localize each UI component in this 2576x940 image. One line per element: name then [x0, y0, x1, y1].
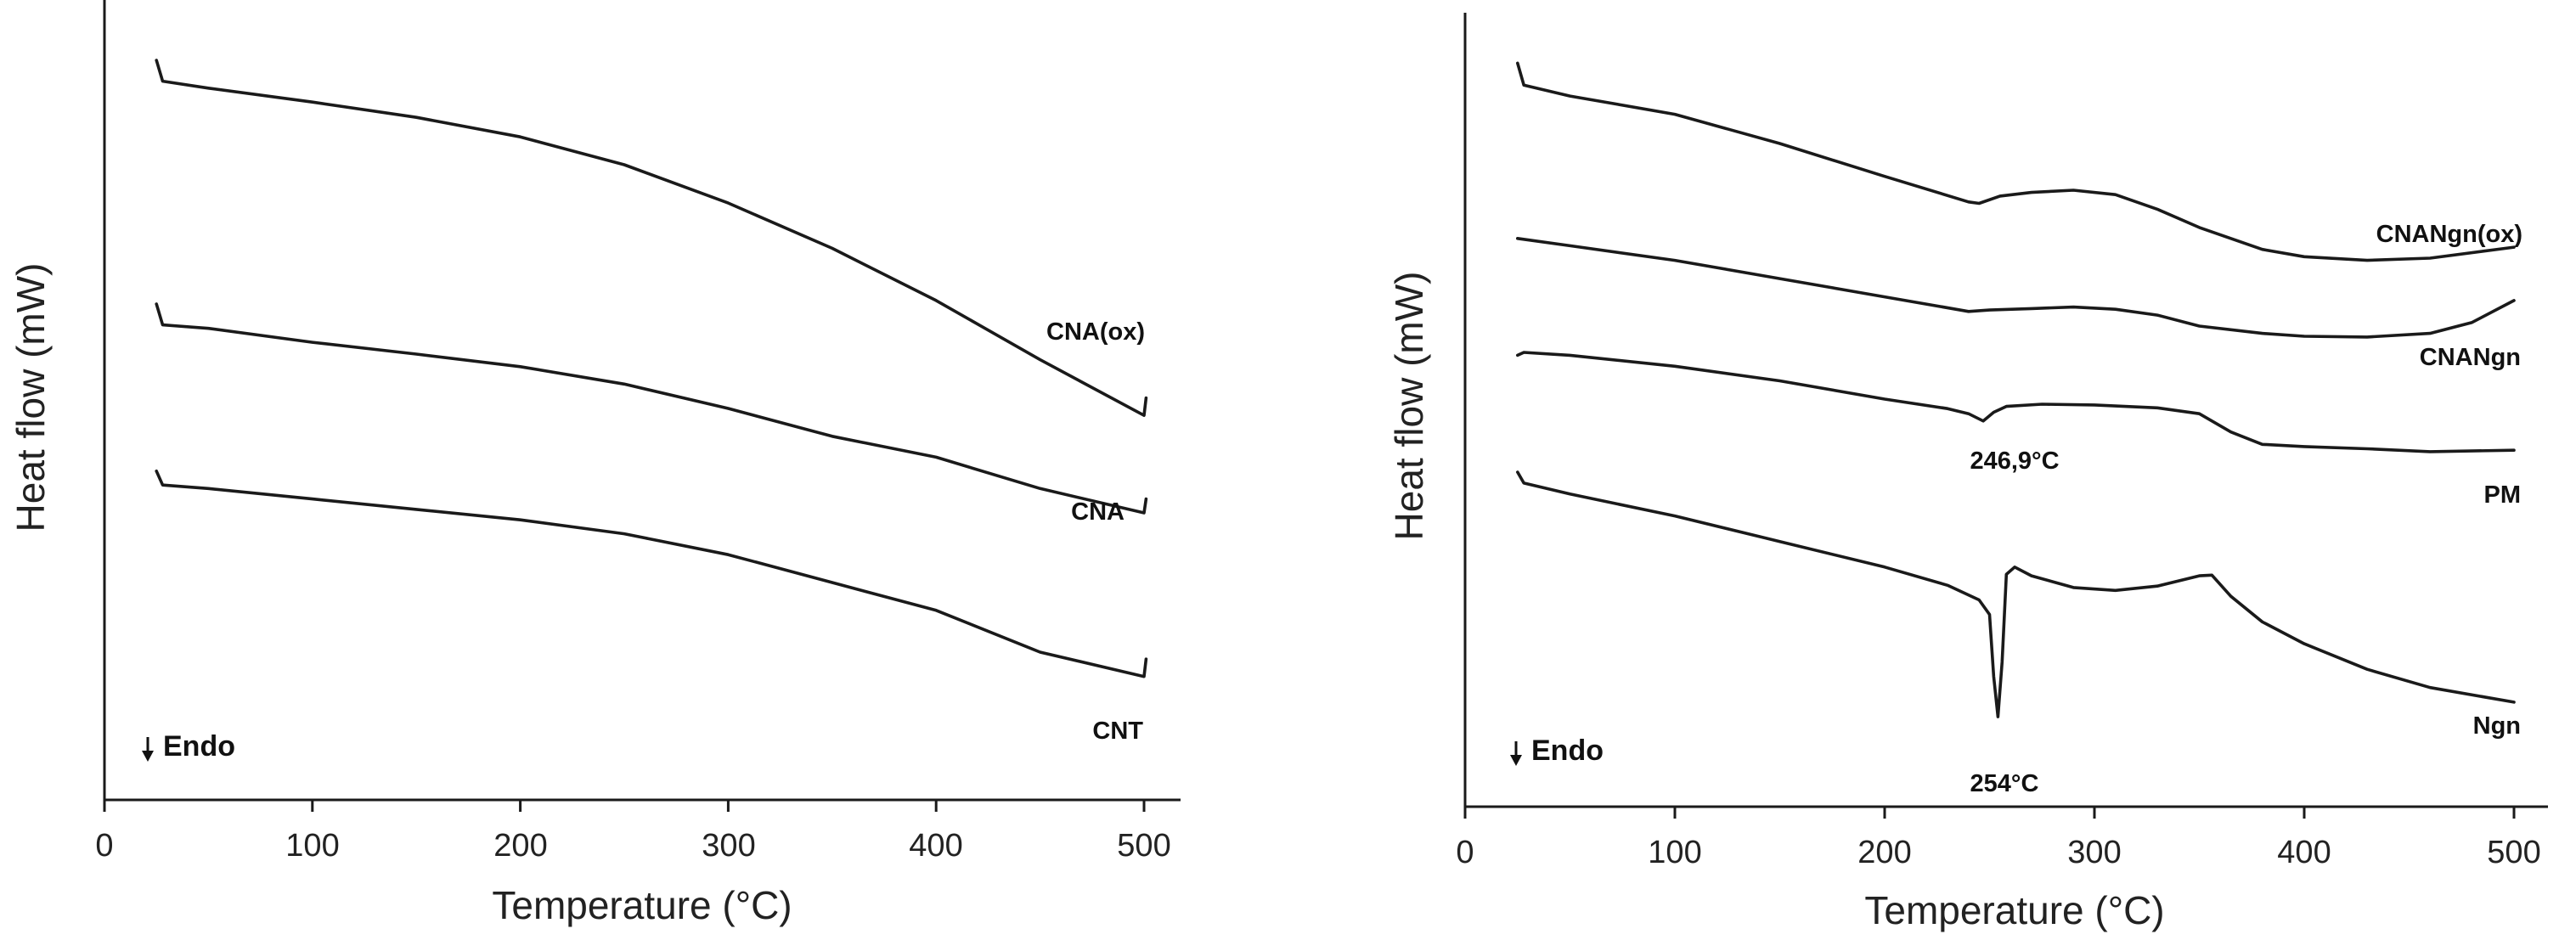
series-label-cnangn: CNANgn [2420, 344, 2521, 371]
down-arrow-icon [1510, 741, 1522, 766]
series-line-cnangn [1516, 237, 2516, 339]
series-label-pm: PM [2484, 481, 2522, 509]
x-axis-ticks [1463, 807, 2516, 819]
series-label-cna: CNA [1071, 498, 1125, 526]
series-line-cnt [155, 470, 1148, 678]
series-label-cna-ox: CNA(ox) [1046, 318, 1145, 346]
x-tick-label: 500 [2487, 835, 2540, 870]
x-tick-labels: 0 100 200 300 400 500 [95, 828, 1170, 864]
annotation-ngn-peak: 254°C [1970, 770, 2039, 797]
y-axis-title: Heat flow (mW) [1387, 272, 1431, 541]
series-label-ngn: Ngn [2473, 712, 2521, 740]
series-line-ngn [1516, 470, 2516, 718]
x-axis-ticks [103, 800, 1146, 812]
x-axis-title: Temperature (°C) [1864, 888, 2164, 932]
x-tick-label: 300 [2067, 835, 2121, 870]
x-axis-title: Temperature (°C) [492, 883, 792, 927]
series-line-cna [155, 302, 1148, 515]
x-tick-label: 400 [909, 828, 962, 864]
series-label-cnangn-ox: CNANgn(ox) [2376, 221, 2522, 248]
endo-marker: Endo [1510, 735, 1604, 767]
endo-label: Endo [163, 730, 235, 763]
down-arrow-icon [142, 737, 154, 762]
x-tick-label: 500 [1117, 828, 1170, 864]
left-dsc-panel: 0 100 200 300 400 500 Temperature (°C) H… [8, 0, 1181, 927]
x-tick-label: 200 [1857, 835, 1911, 870]
endo-marker: Endo [142, 730, 235, 763]
x-tick-labels: 0 100 200 300 400 500 [1456, 835, 2540, 870]
right-dsc-panel: 0 100 200 300 400 500 Temperature (°C) H… [1387, 13, 2548, 932]
series-lines [1516, 61, 2516, 718]
x-tick-label: 100 [1648, 835, 1701, 870]
y-axis-title: Heat flow (mW) [8, 263, 53, 532]
x-tick-label: 0 [1456, 835, 1474, 870]
endo-label: Endo [1531, 735, 1604, 767]
series-line-cnangn-ox [1516, 61, 2516, 262]
x-tick-label: 300 [702, 828, 755, 864]
x-tick-label: 100 [285, 828, 339, 864]
x-tick-label: 200 [493, 828, 547, 864]
annotation-pm-peak: 246,9°C [1970, 447, 2059, 475]
series-lines [155, 59, 1148, 678]
series-line-cna-ox [155, 59, 1148, 417]
series-line-pm [1516, 351, 2516, 453]
series-label-cnt: CNT [1092, 718, 1143, 745]
x-tick-label: 0 [95, 828, 113, 864]
x-tick-label: 400 [2277, 835, 2331, 870]
